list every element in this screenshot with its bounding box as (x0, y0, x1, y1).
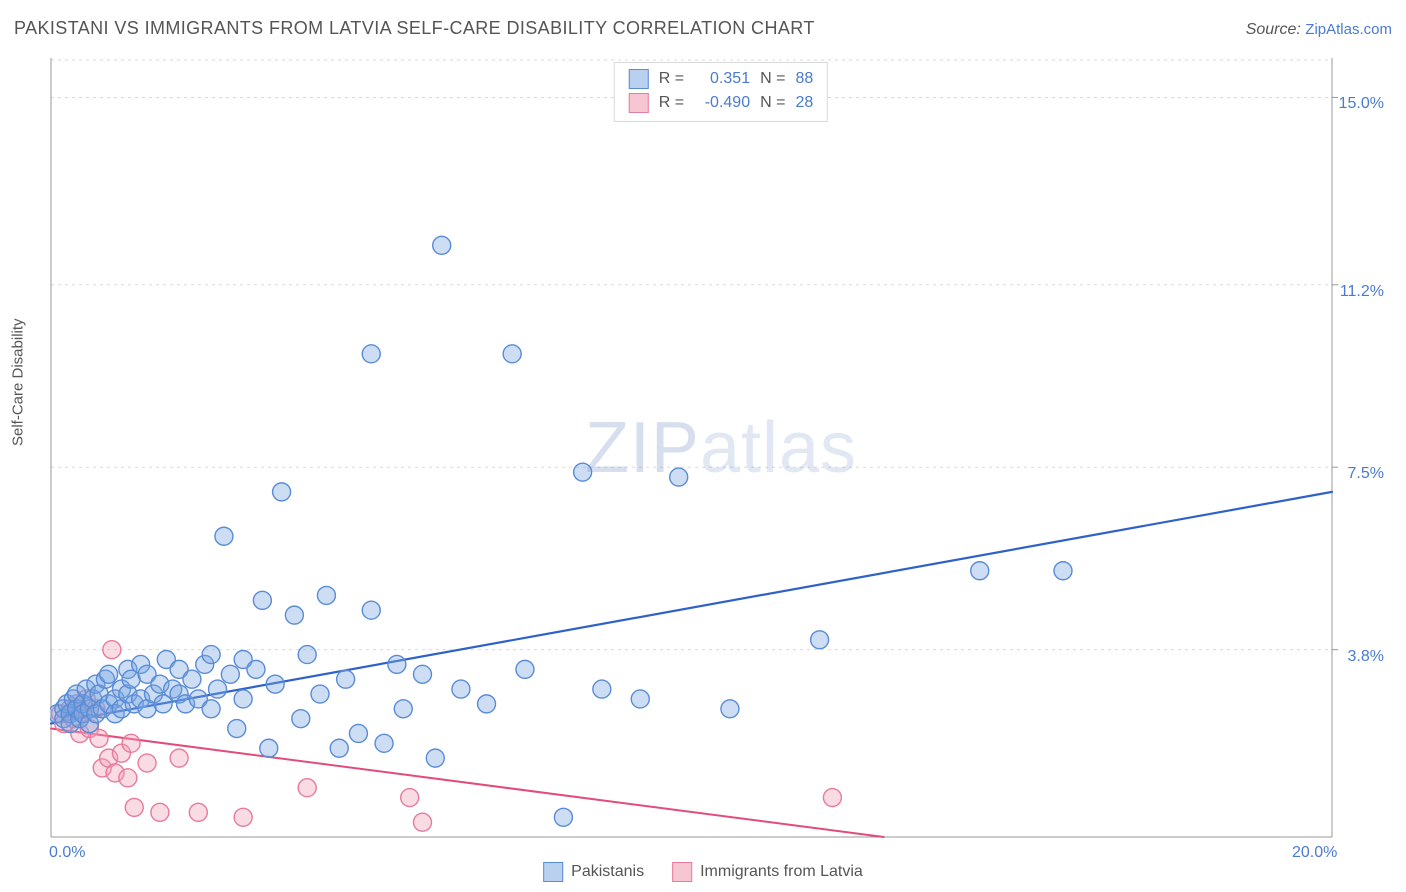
legend-label: Pakistanis (571, 863, 644, 881)
legend-swatch-pink (672, 862, 692, 882)
legend-item: Pakistanis (543, 862, 644, 882)
r-value: 0.351 (694, 67, 750, 91)
source-link[interactable]: ZipAtlas.com (1305, 21, 1392, 38)
y-axis-label: Self-Care Disability (10, 318, 27, 446)
x-tick-label: 0.0% (49, 844, 85, 862)
legend-swatch-blue (543, 862, 563, 882)
plot-area: ZIPatlas R = 0.351 N = 88 R = -0.490 N =… (50, 58, 1392, 838)
source-attribution: Source: ZipAtlas.com (1246, 21, 1392, 39)
n-value: 88 (795, 67, 813, 91)
n-label: N = (760, 67, 785, 91)
legend-row: R = 0.351 N = 88 (629, 67, 813, 91)
correlation-legend: R = 0.351 N = 88 R = -0.490 N = 28 (614, 62, 828, 122)
legend-swatch-pink (629, 93, 649, 113)
r-label: R = (659, 67, 684, 91)
chart-header: PAKISTANI VS IMMIGRANTS FROM LATVIA SELF… (14, 18, 1392, 39)
scatter-chart (50, 58, 1392, 838)
n-label: N = (760, 91, 785, 115)
x-tick-label: 20.0% (1292, 844, 1337, 862)
y-tick-label: 3.8% (1348, 648, 1384, 666)
source-prefix: Source: (1246, 21, 1306, 38)
legend-label: Immigrants from Latvia (700, 863, 863, 881)
chart-title: PAKISTANI VS IMMIGRANTS FROM LATVIA SELF… (14, 18, 815, 39)
r-label: R = (659, 91, 684, 115)
y-tick-label: 7.5% (1348, 465, 1384, 483)
legend-item: Immigrants from Latvia (672, 862, 863, 882)
legend-row: R = -0.490 N = 28 (629, 91, 813, 115)
r-value: -0.490 (694, 91, 750, 115)
legend-swatch-blue (629, 69, 649, 89)
y-tick-label: 15.0% (1339, 95, 1384, 113)
n-value: 28 (795, 91, 813, 115)
y-tick-label: 11.2% (1340, 283, 1384, 301)
series-legend: Pakistanis Immigrants from Latvia (543, 862, 863, 882)
